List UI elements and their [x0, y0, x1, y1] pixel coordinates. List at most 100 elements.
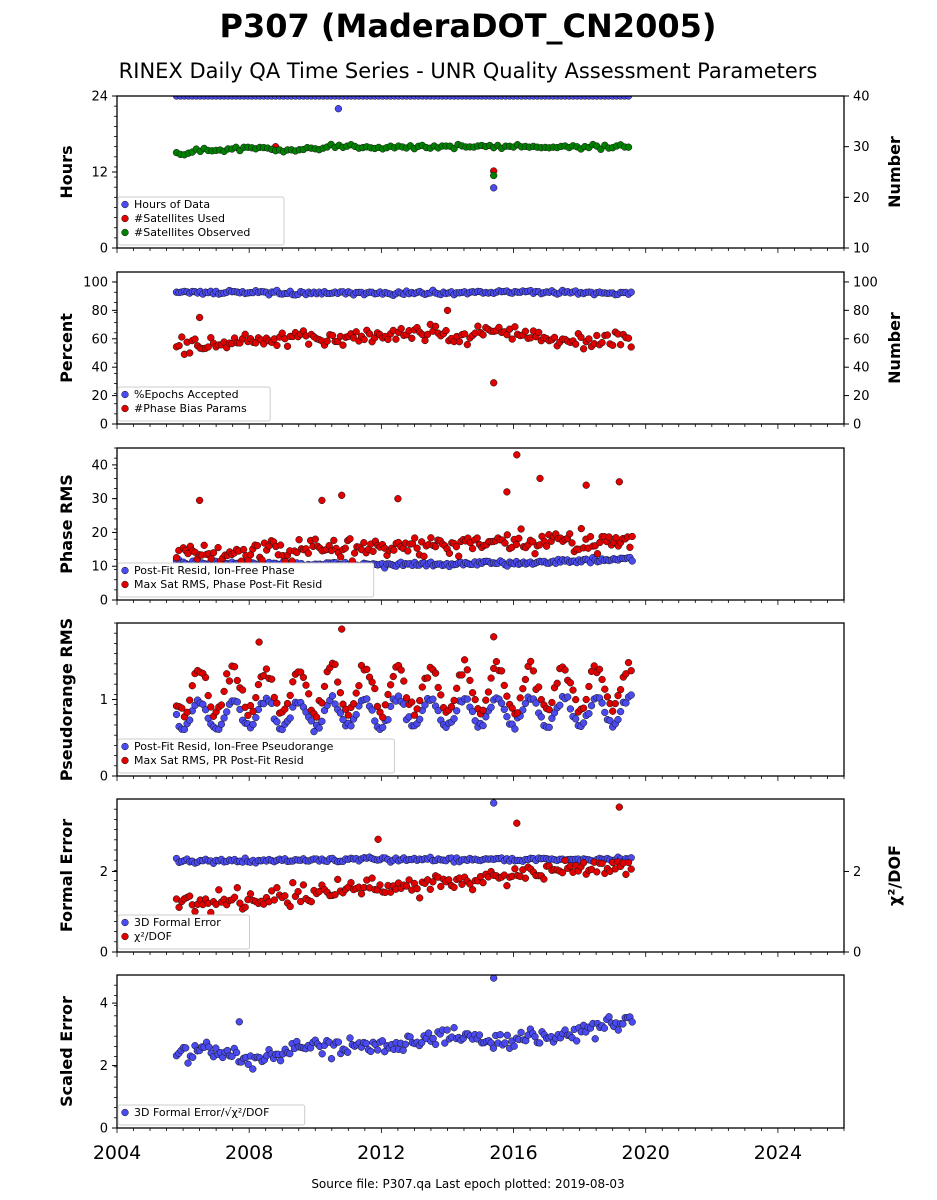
data-point-outlier: [615, 803, 623, 811]
figure-title: P307 (MaderaDOT_CN2005): [220, 7, 717, 45]
data-point: [452, 543, 461, 551]
y2-tick-label: 0: [853, 946, 861, 961]
y-axis-left: 0 10 20 30 40: [91, 447, 117, 609]
data-point: [331, 660, 339, 669]
data-point: [368, 706, 376, 714]
data-point-outlier: [394, 495, 402, 503]
data-point: [593, 331, 601, 340]
data-point: [352, 328, 360, 336]
data-point: [501, 539, 509, 547]
data-point: [299, 673, 308, 682]
data-point: [529, 667, 538, 675]
data-point: [601, 708, 609, 717]
data-point: [368, 678, 376, 686]
data-point: [262, 665, 271, 673]
legend-label: 3D Formal Error/√χ²/DOF: [134, 1106, 269, 1119]
data-point: [189, 1053, 197, 1061]
series-2: [172, 451, 636, 570]
data-point: [379, 723, 387, 732]
data-point: [411, 534, 419, 542]
data-point: [344, 1048, 352, 1056]
chart-panel-2: 0 20 40 60 80 100 Percent 0 20 40 60 80 100 Number %Ep…: [57, 271, 904, 433]
data-point: [601, 685, 609, 693]
legend-label: Post-Fit Resid, Ion-Free Phase: [134, 564, 295, 577]
data-point: [328, 692, 337, 700]
data-point: [421, 701, 429, 709]
data-point: [572, 715, 580, 723]
data-point: [566, 679, 575, 687]
legend-label: Hours of Data: [134, 198, 210, 211]
data-point: [535, 683, 543, 691]
data-point: [330, 536, 338, 545]
data-point: [450, 883, 458, 892]
y-axis-left: 01: [100, 622, 117, 785]
legend: 3D Formal Error/√χ²/DOF: [117, 1104, 306, 1126]
data-point: [201, 673, 210, 682]
data-point: [401, 1040, 410, 1048]
data-point: [479, 879, 487, 887]
legend-box: [117, 386, 271, 422]
data-point: [513, 709, 522, 717]
data-point: [458, 880, 466, 888]
data-point-outlier: [536, 474, 544, 483]
legend-label: Max Sat RMS, Phase Post-Fit Resid: [134, 578, 322, 591]
data-point: [214, 543, 222, 552]
legend-box: [117, 738, 395, 774]
legend-label: #Satellites Used: [134, 212, 225, 225]
data-point: [600, 1024, 609, 1032]
data-point: [453, 684, 461, 692]
data-point-outlier: [374, 835, 382, 843]
data-point: [579, 859, 588, 867]
legend-marker: [121, 200, 129, 209]
data-point: [622, 870, 630, 879]
data-point: [172, 710, 181, 719]
y-tick-label: 80: [91, 304, 108, 319]
data-point: [616, 685, 625, 694]
y2-axis-label: Number: [885, 312, 904, 384]
data-point: [367, 1047, 375, 1056]
data-point: [431, 543, 440, 551]
data-point: [408, 334, 416, 342]
data-point: [442, 326, 450, 335]
data-point: [404, 547, 412, 555]
data-point: [568, 539, 576, 547]
data-point: [232, 1048, 241, 1057]
data-point: [503, 531, 511, 539]
legend-box: [117, 1104, 306, 1126]
legend-marker: [121, 390, 129, 399]
data-point: [572, 695, 580, 704]
data-point: [379, 713, 387, 721]
data-point: [471, 695, 479, 704]
data-point: [603, 693, 612, 701]
y2-tick-label: 80: [853, 304, 870, 319]
data-point: [244, 1060, 252, 1068]
legend-box: [117, 562, 375, 598]
data-point: [561, 666, 569, 674]
data-point: [537, 713, 545, 721]
data-point: [350, 549, 359, 557]
data-point: [172, 554, 181, 562]
data-point: [566, 705, 575, 713]
data-point: [339, 715, 347, 724]
data-point: [357, 890, 366, 898]
data-point: [336, 709, 345, 717]
data-point: [289, 879, 297, 887]
data-point: [624, 658, 633, 667]
data-point: [337, 553, 345, 561]
y-tick-label: 2: [100, 1059, 108, 1074]
data-point: [450, 696, 458, 705]
y-tick-label: 60: [91, 332, 108, 347]
data-point: [556, 701, 564, 709]
legend-marker: [121, 566, 129, 575]
data-point: [605, 533, 613, 541]
data-point: [233, 676, 241, 685]
data-point: [614, 1026, 622, 1034]
data-point: [545, 723, 553, 731]
plot-points: [172, 286, 635, 387]
data-point: [587, 702, 596, 710]
data-point: [605, 1013, 613, 1021]
figure-subtitle: RINEX Daily QA Time Series - UNR Quality…: [119, 59, 818, 83]
data-point: [441, 1039, 449, 1047]
data-point: [501, 1039, 509, 1047]
